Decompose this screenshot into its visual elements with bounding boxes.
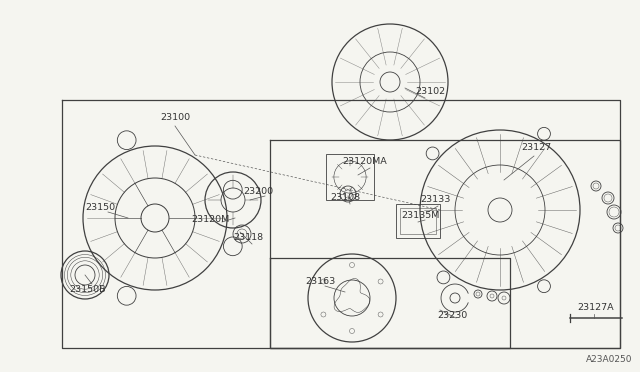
Text: 23127: 23127 [521, 144, 551, 153]
Text: 23150: 23150 [85, 203, 115, 212]
Bar [400, 208, 436, 234]
Text: 23230: 23230 [437, 311, 467, 321]
Text: 23133: 23133 [420, 196, 450, 205]
Text: 23102: 23102 [415, 87, 445, 96]
Text: 23118: 23118 [233, 234, 263, 243]
Text: 23120M: 23120M [191, 215, 229, 224]
Text: 23108: 23108 [330, 193, 360, 202]
Text: 23200: 23200 [243, 187, 273, 196]
Text: 23120MA: 23120MA [342, 157, 387, 167]
Text: 23135M: 23135M [401, 212, 439, 221]
Text: 23163: 23163 [305, 278, 335, 286]
Text: 23150B: 23150B [70, 285, 106, 295]
Text: A23A0250: A23A0250 [586, 355, 632, 364]
Bar [326, 154, 374, 200]
Bar [396, 204, 440, 238]
Text: 23100: 23100 [160, 113, 190, 122]
Text: 23127A: 23127A [578, 304, 614, 312]
